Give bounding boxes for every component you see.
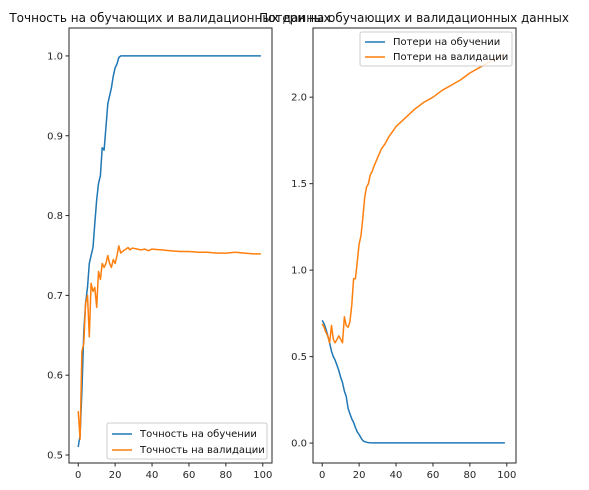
loss-x-tick-label: 60 <box>427 470 440 481</box>
accuracy-legend-val-label: Точность на валидации <box>139 445 265 456</box>
accuracy-val-line <box>77 245 261 440</box>
accuracy-y-tick-label: 0.6 <box>47 371 63 382</box>
loss-x-tick-label: 40 <box>390 470 403 481</box>
accuracy-y-tick-label: 0.5 <box>47 451 63 462</box>
accuracy-y-tick-label: 0.9 <box>47 131 63 142</box>
accuracy-x-tick-label: 0 <box>75 470 81 481</box>
accuracy-train-line <box>77 55 261 448</box>
accuracy-x-tick-label: 80 <box>219 470 232 481</box>
loss-x-tick-label: 20 <box>353 470 366 481</box>
loss-ticks: 0 20 40 60 80 100 0.0 0.5 1.0 1.5 2.0 <box>291 93 516 481</box>
loss-chart-title: Потери на обучающих и валидационных данн… <box>259 11 569 25</box>
accuracy-x-tick-label: 60 <box>183 470 196 481</box>
loss-y-tick-label: 1.5 <box>291 179 307 190</box>
accuracy-legend-box <box>106 422 268 460</box>
loss-y-tick-label: 1.0 <box>291 266 307 277</box>
loss-legend: Потери на обучении Потери на валидации <box>359 31 513 67</box>
loss-x-tick-label: 0 <box>319 470 325 481</box>
accuracy-y-tick-label: 0.7 <box>47 291 63 302</box>
loss-chart: Потери на обучающих и валидационных данн… <box>259 11 569 481</box>
accuracy-ticks: 0 20 40 60 80 100 0.5 0.6 0.7 0.8 0.9 1.0 <box>47 51 272 481</box>
loss-legend-box <box>359 31 513 67</box>
loss-y-tick-label: 2.0 <box>291 93 307 104</box>
accuracy-plot-frame <box>68 27 273 464</box>
loss-y-tick-label: 0.0 <box>291 439 307 450</box>
loss-y-tick-label: 0.5 <box>291 352 307 363</box>
accuracy-x-tick-label: 20 <box>109 470 122 481</box>
loss-val-line <box>321 53 506 344</box>
loss-legend-val-label: Потери на валидации <box>393 52 508 63</box>
accuracy-y-tick-label: 0.8 <box>47 211 63 222</box>
accuracy-legend-train-label: Точность на обучении <box>139 429 257 440</box>
loss-lines <box>321 53 506 444</box>
accuracy-chart: Точность на обучающих и валидационных да… <box>8 11 330 481</box>
accuracy-x-tick-label: 40 <box>146 470 159 481</box>
loss-train-line <box>321 319 505 444</box>
accuracy-legend: Точность на обучении Точность на валидац… <box>106 422 268 460</box>
accuracy-lines <box>77 55 261 448</box>
loss-plot-frame <box>312 27 517 464</box>
accuracy-x-tick-label: 100 <box>253 470 272 481</box>
accuracy-y-tick-label: 1.0 <box>47 51 63 62</box>
accuracy-chart-title: Точность на обучающих и валидационных да… <box>8 11 330 25</box>
loss-x-tick-label: 100 <box>497 470 516 481</box>
loss-legend-train-label: Потери на обучении <box>393 37 500 48</box>
loss-x-tick-label: 80 <box>463 470 476 481</box>
